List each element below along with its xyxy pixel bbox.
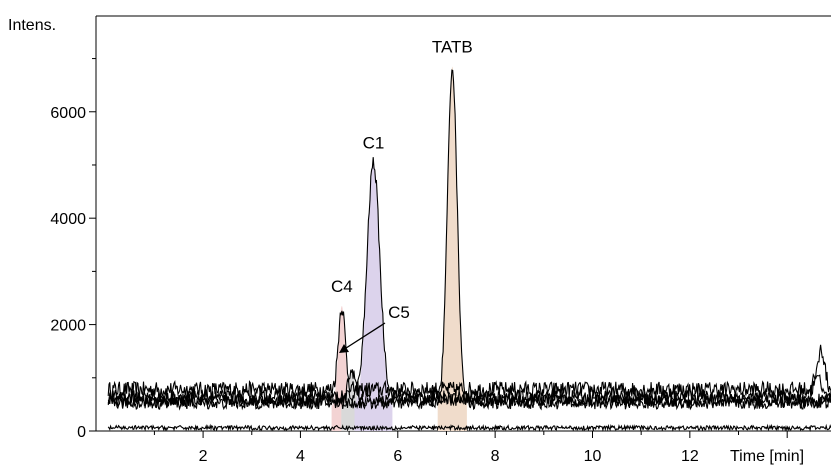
trace-line <box>107 369 831 409</box>
y-tick-label: 0 <box>77 424 86 441</box>
x-tick-label: 6 <box>393 448 402 465</box>
x-tick-label: 8 <box>491 448 500 465</box>
trace-line <box>107 157 831 406</box>
y-axis-title: Intens. <box>8 17 56 34</box>
peak-label: TATB <box>432 38 473 57</box>
peak-area <box>437 66 467 431</box>
peak-label: C1 <box>363 133 385 152</box>
x-tick-label: 12 <box>681 448 699 465</box>
y-tick-label: 2000 <box>50 318 86 335</box>
x-tick-label: 2 <box>199 448 208 465</box>
peak-area <box>354 162 393 432</box>
trace-line <box>107 310 831 400</box>
peak-arrowhead <box>339 344 349 353</box>
y-tick-label: 6000 <box>50 105 86 122</box>
x-tick-label: 10 <box>584 448 602 465</box>
peak-annotations: C4 C5 C1 TATB <box>331 38 473 353</box>
trace-line <box>107 423 831 432</box>
tick-labels: 0 2000 4000 6000 2 4 6 8 10 12 <box>50 105 698 465</box>
x-axis-title: Time [min] <box>730 448 804 465</box>
traces <box>107 69 831 432</box>
axes <box>89 15 831 438</box>
trace-line <box>107 69 831 411</box>
peak-label: C4 <box>331 277 353 296</box>
peak-label: C5 <box>388 303 410 322</box>
x-tick-label: 4 <box>296 448 305 465</box>
peak-arrow <box>342 322 386 351</box>
y-tick-label: 4000 <box>50 211 86 228</box>
